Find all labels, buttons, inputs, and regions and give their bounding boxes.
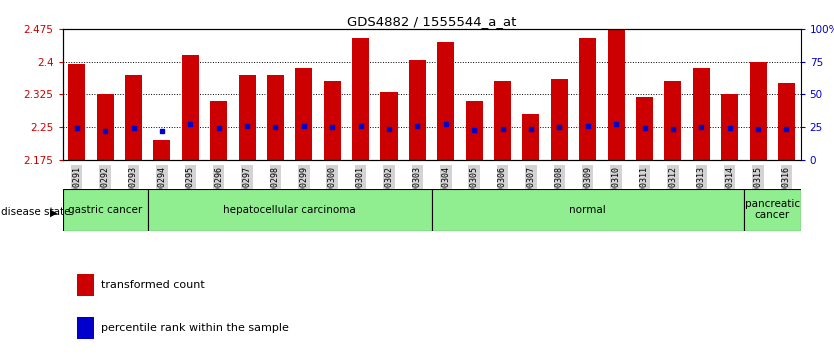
Bar [778,83,795,160]
Bar [409,60,426,160]
Bar [550,79,568,160]
Bar [324,81,341,160]
FancyBboxPatch shape [148,189,432,231]
Text: hepatocellular carcinoma: hepatocellular carcinoma [224,205,356,215]
Bar [182,55,198,160]
Bar [579,38,596,160]
FancyBboxPatch shape [432,189,744,231]
Text: pancreatic
cancer: pancreatic cancer [745,199,800,220]
Bar [693,68,710,160]
Bar [68,64,85,160]
Text: ▶: ▶ [50,207,58,217]
Bar [295,68,313,160]
Bar [239,75,255,160]
Text: gastric cancer: gastric cancer [68,205,143,215]
Bar [750,62,766,160]
Bar [494,81,511,160]
Bar [636,97,653,160]
Bar [97,94,113,160]
Bar [465,101,483,160]
FancyBboxPatch shape [63,189,148,231]
Bar [522,114,540,160]
Text: percentile rank within the sample: percentile rank within the sample [101,323,289,333]
Bar [608,29,625,160]
FancyBboxPatch shape [744,189,801,231]
Bar [153,140,170,160]
Bar [721,94,738,160]
Bar [78,317,93,339]
Bar [352,38,369,160]
Bar [267,75,284,160]
Text: transformed count: transformed count [101,280,204,290]
Bar [665,81,681,160]
Text: normal: normal [570,205,606,215]
Title: GDS4882 / 1555544_a_at: GDS4882 / 1555544_a_at [347,15,516,28]
Text: disease state: disease state [1,207,70,217]
Bar [125,75,142,160]
Bar [78,274,93,296]
Bar [380,92,398,160]
Bar [437,42,455,160]
Bar [210,101,227,160]
